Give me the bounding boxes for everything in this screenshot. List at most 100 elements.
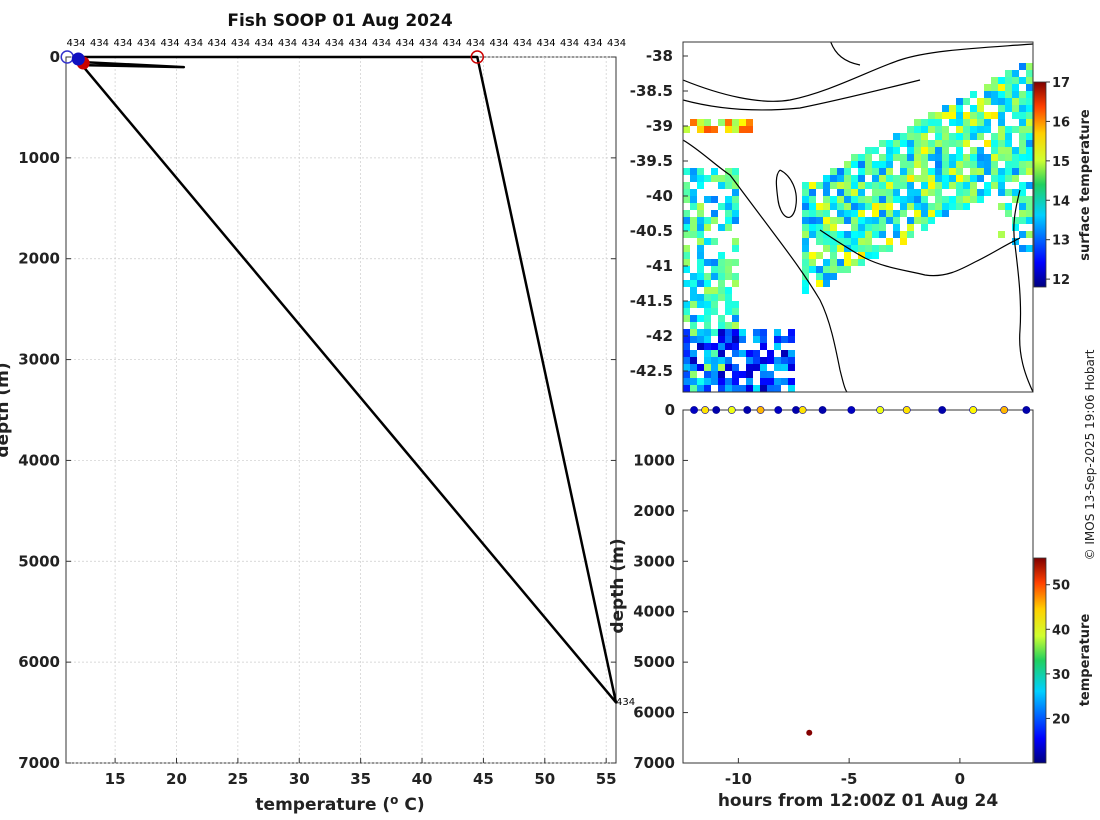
sst-pixel bbox=[900, 231, 907, 238]
sst-pixel bbox=[718, 203, 725, 210]
sst-pixel bbox=[711, 350, 718, 357]
sst-pixel bbox=[942, 140, 949, 147]
sst-pixel bbox=[690, 231, 697, 238]
sst-pixel bbox=[858, 175, 865, 182]
sst-pixel bbox=[711, 273, 718, 280]
profile-axes-frame bbox=[65, 56, 617, 764]
sst-pixel bbox=[704, 119, 711, 126]
sst-pixel bbox=[690, 385, 697, 392]
sst-pixel bbox=[949, 203, 956, 210]
sst-pixel bbox=[963, 119, 970, 126]
time-x-tick-label: 0 bbox=[955, 770, 965, 788]
sst-pixel bbox=[935, 196, 942, 203]
sst-pixel bbox=[914, 133, 921, 140]
sst-pixel bbox=[970, 133, 977, 140]
sst-pixel bbox=[914, 140, 921, 147]
sst-pixel bbox=[718, 273, 725, 280]
sst-pixel bbox=[865, 182, 872, 189]
sst-pixel bbox=[697, 252, 704, 259]
sst-pixel bbox=[711, 357, 718, 364]
sst-pixel bbox=[732, 280, 739, 287]
sst-pixel bbox=[704, 238, 711, 245]
temperature-colorbar-tick-label: 40 bbox=[1052, 623, 1070, 638]
sst-colorbar-tick-label: 12 bbox=[1052, 273, 1070, 288]
sst-pixel bbox=[746, 357, 753, 364]
profile-plot: Fish SOOP 01 Aug 2024 15 20 25 30 35 40 45 50 55… bbox=[0, 11, 635, 815]
sst-pixel bbox=[683, 196, 690, 203]
sst-pixel bbox=[746, 378, 753, 385]
sst-pixel bbox=[1012, 189, 1019, 196]
sst-pixel bbox=[921, 126, 928, 133]
sst-pixel bbox=[851, 231, 858, 238]
sst-pixel bbox=[732, 196, 739, 203]
profile-id-label: 434 bbox=[349, 38, 368, 49]
sst-pixel bbox=[872, 245, 879, 252]
sst-pixel bbox=[683, 126, 690, 133]
sst-pixel bbox=[683, 210, 690, 217]
sst-pixel bbox=[704, 357, 711, 364]
temperature-colorbar-tick-label: 30 bbox=[1052, 668, 1070, 683]
sst-pixel bbox=[977, 154, 984, 161]
sst-pixel bbox=[991, 161, 998, 168]
sst-pixel bbox=[1005, 154, 1012, 161]
sst-pixel bbox=[907, 154, 914, 161]
sst-pixel bbox=[1012, 238, 1019, 245]
sst-pixel bbox=[858, 231, 865, 238]
sst-pixel bbox=[725, 203, 732, 210]
sst-pixel bbox=[858, 259, 865, 266]
sst-pixel bbox=[774, 364, 781, 371]
sst-pixel bbox=[1026, 203, 1033, 210]
sst-pixel bbox=[984, 119, 991, 126]
sst-pixel bbox=[900, 238, 907, 245]
x-tick-label: 55 bbox=[596, 770, 617, 788]
sst-pixel bbox=[697, 273, 704, 280]
sst-pixel bbox=[844, 196, 851, 203]
sst-pixel bbox=[704, 308, 711, 315]
sst-pixel bbox=[984, 112, 991, 119]
sst-pixel bbox=[1012, 196, 1019, 203]
sst-pixel bbox=[718, 294, 725, 301]
sst-pixel bbox=[1019, 168, 1026, 175]
sst-pixel bbox=[1026, 133, 1033, 140]
sst-pixel bbox=[998, 203, 1005, 210]
sst-pixel bbox=[858, 224, 865, 231]
time-x-tick-label: -10 bbox=[725, 770, 752, 788]
sst-pixel bbox=[998, 147, 1005, 154]
surface-point bbox=[847, 406, 856, 414]
sst-pixel bbox=[949, 154, 956, 161]
sst-pixel bbox=[872, 175, 879, 182]
sst-pixel bbox=[732, 364, 739, 371]
sst-pixel bbox=[963, 140, 970, 147]
sst-pixel bbox=[704, 336, 711, 343]
sst-pixel bbox=[746, 350, 753, 357]
sst-pixel bbox=[893, 140, 900, 147]
sst-pixel bbox=[809, 231, 816, 238]
profile-id-label: 434 bbox=[372, 38, 391, 49]
sst-pixel bbox=[774, 343, 781, 350]
sst-pixel bbox=[788, 364, 795, 371]
sst-pixel bbox=[865, 147, 872, 154]
sst-pixel bbox=[942, 112, 949, 119]
sst-pixel bbox=[1026, 168, 1033, 175]
surface-point bbox=[774, 406, 783, 414]
sst-pixel bbox=[984, 189, 991, 196]
sst-pixel bbox=[690, 336, 697, 343]
sst-pixel bbox=[760, 343, 767, 350]
sst-pixel bbox=[886, 203, 893, 210]
sst-pixel bbox=[914, 154, 921, 161]
profile-id-label: 434 bbox=[137, 38, 156, 49]
sst-pixel bbox=[942, 126, 949, 133]
sst-pixel bbox=[998, 119, 1005, 126]
sst-pixel bbox=[697, 217, 704, 224]
sst-pixel bbox=[991, 98, 998, 105]
sst-pixel bbox=[879, 168, 886, 175]
sst-pixel bbox=[942, 133, 949, 140]
sst-pixel bbox=[935, 119, 942, 126]
sst-pixel bbox=[921, 217, 928, 224]
sst-pixel bbox=[1019, 126, 1026, 133]
sst-pixel bbox=[718, 385, 725, 392]
sst-pixel bbox=[914, 161, 921, 168]
sst-pixel bbox=[963, 196, 970, 203]
y-tick-label: 6000 bbox=[18, 653, 60, 671]
sst-pixel bbox=[921, 147, 928, 154]
